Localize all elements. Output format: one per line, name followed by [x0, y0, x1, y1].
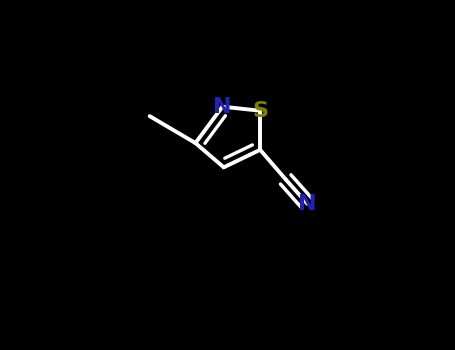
- Text: S: S: [252, 101, 268, 121]
- Text: N: N: [213, 97, 232, 117]
- Text: N: N: [298, 194, 317, 214]
